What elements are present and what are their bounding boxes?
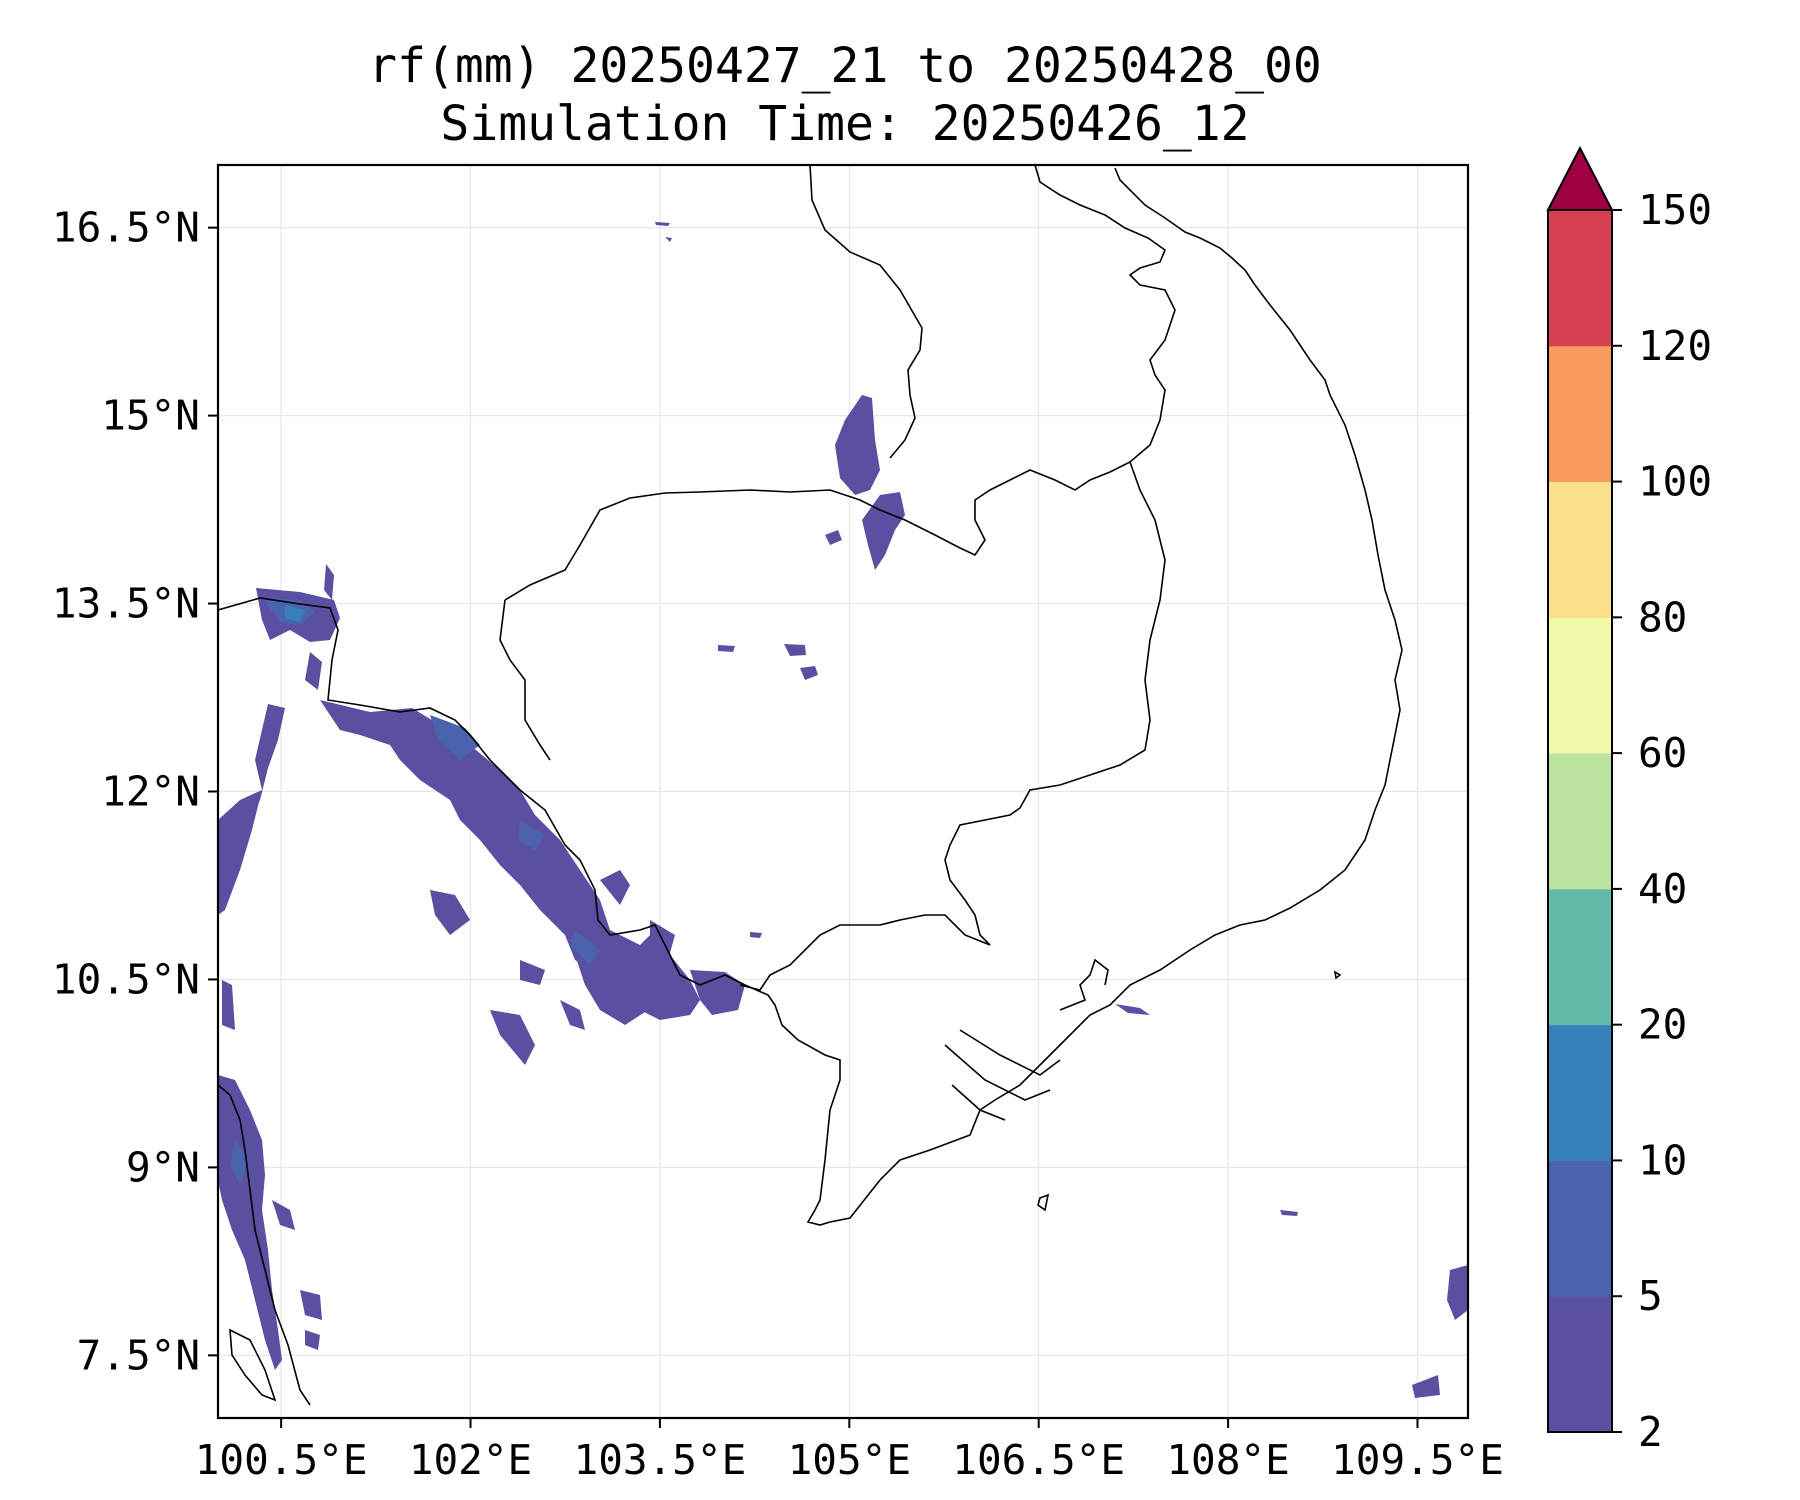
rain-patch-cambodia-2 bbox=[784, 644, 806, 656]
rain-patch-offshore-4 bbox=[560, 1000, 585, 1030]
colorbar-tick-label: 150 bbox=[1638, 186, 1712, 234]
x-tick-label: 102°E bbox=[409, 1436, 532, 1484]
colorbar-tick-label: 40 bbox=[1638, 865, 1687, 913]
rain-patch-level2-c bbox=[518, 820, 545, 850]
rain-patch-top-1 bbox=[655, 222, 670, 226]
colorbar-tick-label: 60 bbox=[1638, 729, 1687, 777]
y-tick-label: 9°N bbox=[126, 1143, 200, 1191]
coastlines-borders bbox=[218, 165, 1403, 1406]
rain-patch-cambodia-1 bbox=[718, 645, 735, 652]
y-tick-label: 13.5°N bbox=[52, 580, 200, 628]
y-tick-label: 7.5°N bbox=[77, 1331, 200, 1379]
colorbar-tick-label: 10 bbox=[1638, 1136, 1687, 1184]
rain-patch-south-pen-2 bbox=[272, 1200, 295, 1230]
rain-patch-se-corner bbox=[1412, 1375, 1440, 1398]
x-tick-label: 109.5°E bbox=[1331, 1436, 1504, 1484]
colorbar-segment bbox=[1548, 888, 1612, 1026]
mekong-delta-branch-3 bbox=[951, 1084, 1006, 1121]
rain-patch-laos-north bbox=[835, 395, 880, 495]
rain-patch-laos-south bbox=[862, 492, 905, 570]
colorbar: 2 5 10 20 40 60 80 100 120 150 bbox=[1546, 145, 1712, 1456]
y-tick-label: 15°N bbox=[101, 392, 200, 440]
colorbar-tick-label: 80 bbox=[1638, 593, 1687, 641]
rain-patch-level2-b bbox=[430, 715, 480, 760]
rain-patch-south-pen-4 bbox=[305, 1330, 320, 1350]
latitude-axis: 16.5°N 15°N 13.5°N 12°N 10.5°N 9°N 7.5°N bbox=[52, 204, 218, 1379]
coastline-island bbox=[229, 1328, 277, 1402]
coastline-west-peninsula bbox=[218, 1084, 311, 1406]
border-cambodia-north bbox=[504, 165, 1176, 601]
x-tick-label: 100.5°E bbox=[195, 1436, 368, 1484]
rain-patch-coast-1 bbox=[320, 700, 700, 1020]
mekong-delta-branch-1 bbox=[959, 1029, 1061, 1076]
border-cambodia-west bbox=[499, 599, 551, 761]
rain-patch-east-edge bbox=[1447, 1265, 1468, 1320]
x-tick-label: 108°E bbox=[1166, 1436, 1289, 1484]
rain-patch-coast-6 bbox=[575, 955, 648, 1025]
rain-patch-coast-5 bbox=[690, 970, 745, 1015]
gridlines bbox=[218, 165, 1468, 1418]
rain-patch-level3-a bbox=[285, 605, 305, 622]
coastline-offshore-island bbox=[1037, 1193, 1050, 1212]
longitude-axis: 100.5°E 102°E 103.5°E 105°E 106.5°E 108°E 109.… bbox=[195, 1418, 1504, 1484]
rain-patch-west-small bbox=[222, 980, 235, 1030]
colorbar-tick-label: 20 bbox=[1638, 1001, 1687, 1049]
colorbar-segment bbox=[1548, 481, 1612, 618]
x-tick-label: 103.5°E bbox=[574, 1436, 747, 1484]
colorbar-tick-label: 5 bbox=[1638, 1272, 1663, 1320]
y-tick-label: 16.5°N bbox=[52, 204, 200, 252]
rain-patch-stripe-a bbox=[305, 652, 322, 690]
colorbar-segment bbox=[1548, 1024, 1612, 1161]
colorbar-segment bbox=[1548, 753, 1612, 890]
coastline-gulf-of-thailand bbox=[218, 167, 1403, 1226]
rain-patch-level2-d bbox=[570, 930, 600, 965]
map-subtitle: Simulation Time: 20250426_12 bbox=[440, 96, 1250, 152]
x-tick-label: 106.5°E bbox=[952, 1436, 1125, 1484]
rain-patch-south-pen-3 bbox=[300, 1290, 322, 1320]
border-thai-laos bbox=[809, 165, 923, 459]
map-content bbox=[218, 165, 1468, 1406]
y-tick-label: 12°N bbox=[101, 768, 200, 816]
rain-patch-vn-south bbox=[1115, 1004, 1150, 1015]
coastline-vn-southeast bbox=[1059, 958, 1109, 1011]
colorbar-segment bbox=[1548, 345, 1612, 483]
rain-patch-offshore-2 bbox=[520, 960, 545, 985]
x-tick-label: 105°E bbox=[788, 1436, 911, 1484]
coastline-con-dao bbox=[1333, 970, 1342, 980]
rain-patch-top-2 bbox=[665, 237, 672, 242]
rain-patch-offshore-3 bbox=[490, 1010, 535, 1065]
colorbar-tick-label: 2 bbox=[1638, 1408, 1663, 1456]
rain-patch-cambodia-3 bbox=[800, 666, 818, 680]
colorbar-segment bbox=[1548, 617, 1612, 754]
y-tick-label: 10.5°N bbox=[52, 955, 200, 1003]
rain-patch-gulf-small bbox=[750, 932, 762, 938]
mekong-delta-branch-2 bbox=[944, 1044, 1051, 1101]
colorbar-frame bbox=[1547, 209, 1613, 1433]
colorbar-segment bbox=[1548, 1296, 1612, 1433]
rain-patch-coast-2 bbox=[600, 870, 630, 905]
rain-patch-level2-e bbox=[230, 1140, 248, 1185]
rainfall-field-10-20 bbox=[285, 605, 305, 622]
rain-patch-north-thai-b bbox=[324, 564, 334, 600]
rain-patch-vn-south-2 bbox=[1280, 1210, 1298, 1216]
colorbar-extend-arrow bbox=[1546, 145, 1614, 211]
colorbar-tick-label: 100 bbox=[1638, 458, 1712, 506]
rain-patch-west-strip bbox=[218, 790, 262, 915]
border-cambodia-vn bbox=[739, 461, 1166, 991]
rain-patch-laos-dot bbox=[825, 530, 842, 545]
colorbar-segment bbox=[1548, 1160, 1612, 1297]
map-title: rf(mm) 20250427_21 to 20250428_00 bbox=[368, 38, 1322, 94]
rain-patch-offshore-1 bbox=[430, 890, 470, 935]
rain-patch-gulf-coast bbox=[250, 704, 285, 820]
colorbar-segment bbox=[1548, 210, 1612, 347]
colorbar-tick-label: 120 bbox=[1638, 322, 1712, 370]
